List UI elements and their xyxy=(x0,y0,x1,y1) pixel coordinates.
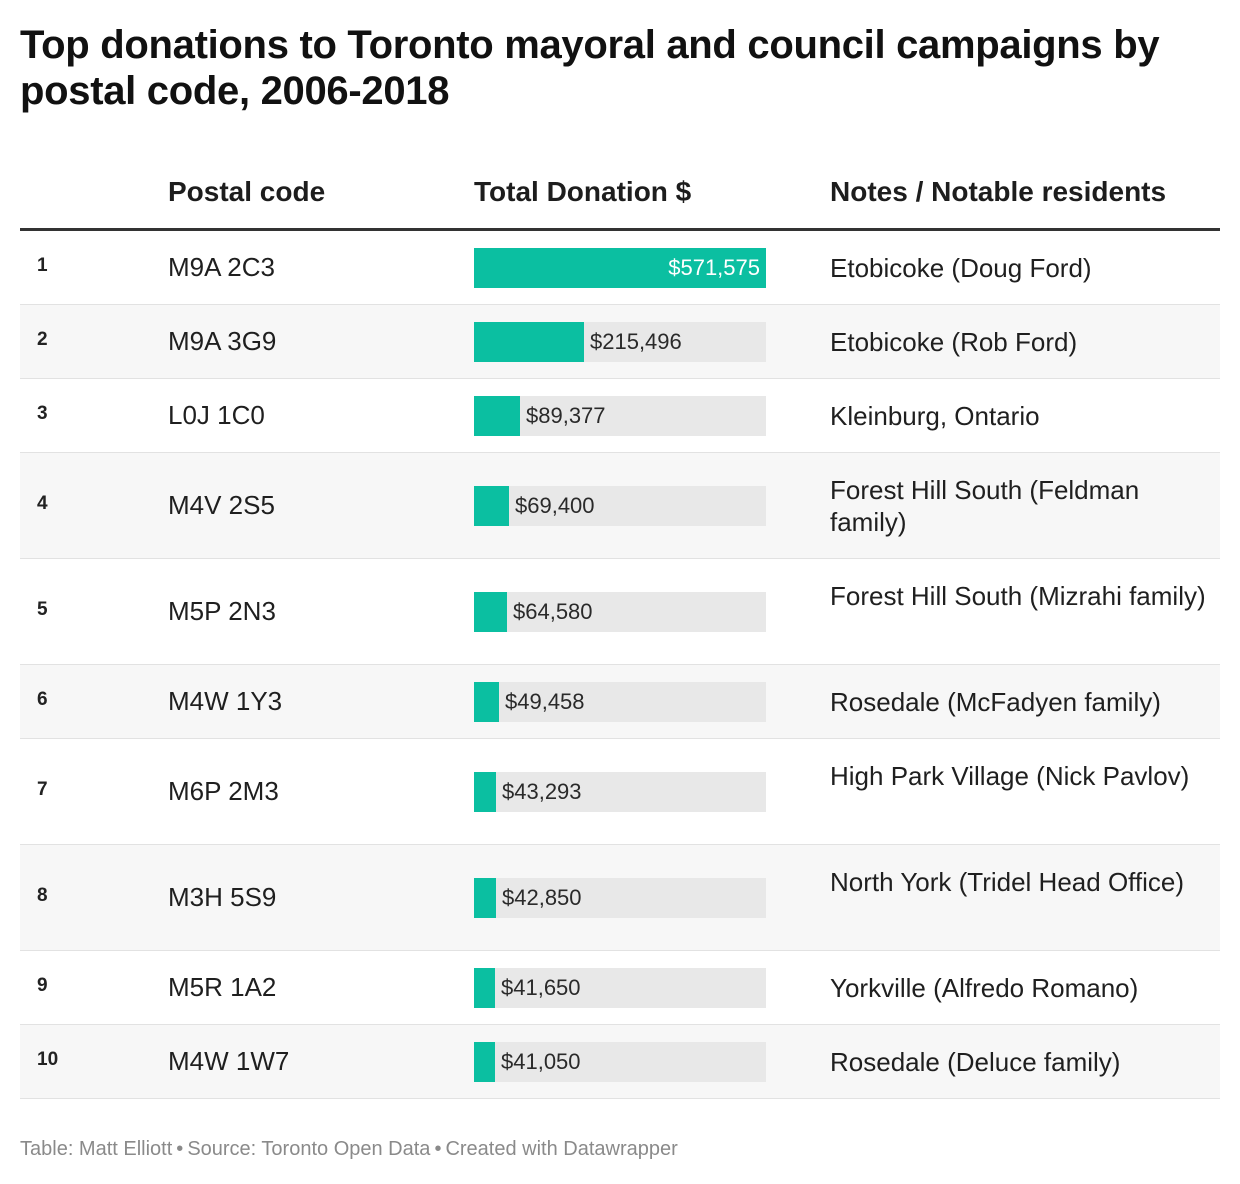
row-rank: 5 xyxy=(37,598,48,620)
row-postal-code: M9A 3G9 xyxy=(168,325,277,356)
row-postal-code: M5P 2N3 xyxy=(168,595,276,626)
footer-source: Source: Toronto Open Data xyxy=(187,1138,431,1160)
table-row: 7 M6P 2M3 $43,293 High Park Village (Nick P… xyxy=(20,739,1220,845)
bar-track: $64,580 xyxy=(474,591,766,632)
bar-fill xyxy=(474,321,584,362)
table-row: 10 M4W 1W7 $41,050 Rosedale (Deluce family) xyxy=(20,1025,1220,1099)
bar-track: $41,050 xyxy=(474,1041,766,1082)
bar-fill xyxy=(474,395,520,436)
row-postal-code: M4W 1Y3 xyxy=(168,685,283,716)
bar-fill xyxy=(474,247,766,288)
row-note: Rosedale (Deluce family) xyxy=(830,1046,1121,1077)
row-note: Forest Hill South (Feldman family) xyxy=(830,474,1140,537)
row-rank: 7 xyxy=(37,778,48,800)
row-rank: 2 xyxy=(37,328,48,350)
bar-fill xyxy=(474,877,496,918)
table-row: 1 M9A 2C3 $571,575 Etobicoke (Doug Ford) xyxy=(20,231,1220,305)
bar-track: $42,850 xyxy=(474,877,766,918)
bar-track: $49,458 xyxy=(474,681,766,722)
donations-table: Postal code Total Donation $ Notes / Not… xyxy=(20,160,1220,1099)
row-rank: 3 xyxy=(37,402,48,424)
table-body: 1 M9A 2C3 $571,575 Etobicoke (Doug Ford) 2 M9… xyxy=(20,231,1220,1099)
bar-value-label: $89,377 xyxy=(526,402,606,428)
bar-track: $43,293 xyxy=(474,771,766,812)
header-postal-code: Postal code xyxy=(168,176,326,207)
row-postal-code: M5R 1A2 xyxy=(168,971,277,1002)
row-rank: 8 xyxy=(37,884,48,906)
table-row: 5 M5P 2N3 $64,580 Forest Hill South (Mizrah… xyxy=(20,559,1220,665)
table-row: 4 M4V 2S5 $69,400 Forest Hill South (Feldma… xyxy=(20,453,1220,559)
row-note: North York (Tridel Head Office) xyxy=(830,866,1185,897)
bar-fill xyxy=(474,485,509,526)
bar-value-label: $69,400 xyxy=(515,492,595,518)
bar-value-label: $41,050 xyxy=(501,1048,581,1074)
bar-track: $89,377 xyxy=(474,395,766,436)
footer-separator: • xyxy=(434,1138,442,1160)
bar-value-label: $571,575 xyxy=(668,254,760,280)
header-total-donation: Total Donation $ xyxy=(474,176,692,207)
chart-title: Top donations to Toronto mayoral and cou… xyxy=(20,23,1160,113)
bar-fill xyxy=(474,591,507,632)
bar-fill xyxy=(474,1041,495,1082)
table-row: 9 M5R 1A2 $41,650 Yorkville (Alfredo Romano… xyxy=(20,951,1220,1025)
row-postal-code: M3H 5S9 xyxy=(168,881,277,912)
bar-track: $215,496 xyxy=(474,321,766,362)
table-row: 3 L0J 1C0 $89,377 Kleinburg, Ontario xyxy=(20,379,1220,453)
bar-value-label: $215,496 xyxy=(590,328,682,354)
chart-footer: Table: Matt Elliott • Source: Toronto Open… xyxy=(20,1138,678,1161)
row-rank: 9 xyxy=(37,974,48,996)
row-note: Etobicoke (Rob Ford) xyxy=(830,326,1078,357)
bar-value-label: $49,458 xyxy=(505,688,585,714)
table-header: Postal code Total Donation $ Notes / Not… xyxy=(20,160,1220,231)
bar-fill xyxy=(474,681,499,722)
row-rank: 10 xyxy=(37,1048,59,1070)
row-note: Yorkville (Alfredo Romano) xyxy=(830,972,1139,1003)
bar-track: $69,400 xyxy=(474,485,766,526)
bar-value-label: $42,850 xyxy=(502,884,582,910)
table-row: 2 M9A 3G9 $215,496 Etobicoke (Rob Ford) xyxy=(20,305,1220,379)
bar-track: $41,650 xyxy=(474,967,766,1008)
footer-created-with: Created with Datawrapper xyxy=(445,1138,678,1160)
row-rank: 4 xyxy=(37,492,48,514)
bar-track: $571,575 xyxy=(474,247,766,288)
row-rank: 1 xyxy=(37,254,48,276)
header-notes: Notes / Notable residents xyxy=(830,176,1167,207)
row-note: Rosedale (McFadyen family) xyxy=(830,686,1161,717)
row-postal-code: M4V 2S5 xyxy=(168,489,275,520)
row-postal-code: M9A 2C3 xyxy=(168,251,275,282)
footer-separator: • xyxy=(176,1138,184,1160)
row-rank: 6 xyxy=(37,688,48,710)
row-postal-code: M6P 2M3 xyxy=(168,775,279,806)
table-row: 8 M3H 5S9 $42,850 North York (Tridel Head O… xyxy=(20,845,1220,951)
bar-fill xyxy=(474,967,495,1008)
footer-table-credit: Table: Matt Elliott xyxy=(20,1138,173,1160)
table-row: 6 M4W 1Y3 $49,458 Rosedale (McFadyen family… xyxy=(20,665,1220,739)
bar-value-label: $41,650 xyxy=(501,974,581,1000)
bar-value-label: $64,580 xyxy=(513,598,593,624)
row-note: High Park Village (Nick Pavlov) xyxy=(830,760,1190,791)
row-note: Forest Hill South (Mizrahi family) xyxy=(830,580,1206,611)
row-note: Etobicoke (Doug Ford) xyxy=(830,252,1092,283)
row-postal-code: L0J 1C0 xyxy=(168,399,265,430)
row-postal-code: M4W 1W7 xyxy=(168,1045,290,1076)
bar-fill xyxy=(474,771,496,812)
bar-value-label: $43,293 xyxy=(502,778,582,804)
row-note: Kleinburg, Ontario xyxy=(830,400,1040,431)
